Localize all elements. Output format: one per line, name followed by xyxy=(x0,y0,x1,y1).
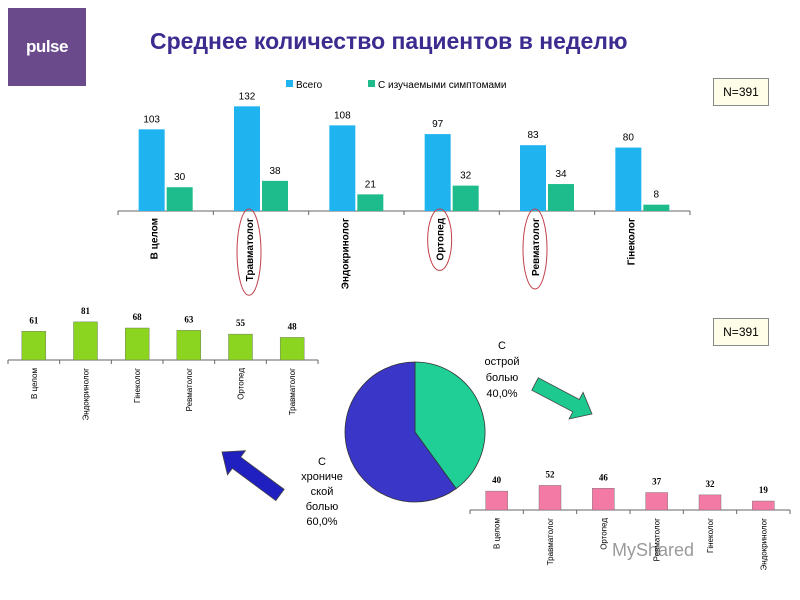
category-label-top-2: Эндокринолог xyxy=(340,218,351,289)
left-bar-2 xyxy=(124,327,150,361)
bar-label-top-0-3: 97 xyxy=(432,119,444,130)
bar-label-top-1-4: 34 xyxy=(555,169,567,180)
right-bar-label-4: 32 xyxy=(706,479,716,489)
page-title: Среднее количество пациентов в неделю xyxy=(150,28,628,54)
n-label-top: N=391 xyxy=(713,78,769,106)
pie-slice-0 xyxy=(414,361,486,490)
legend-swatch-1 xyxy=(368,80,375,87)
bar-label-top-1-2: 21 xyxy=(365,179,377,190)
highlight-oval-1 xyxy=(236,208,262,296)
pie-label-acute-3: 40,0% xyxy=(486,388,517,400)
right-bar-label-1: 52 xyxy=(546,469,556,479)
left-category-label-2: Гінеколог xyxy=(133,368,142,403)
left-bar-5 xyxy=(279,337,305,361)
bar-label-top-1-0: 30 xyxy=(174,172,186,183)
highlight-oval-4 xyxy=(522,208,548,290)
bar-label-top-1-5: 8 xyxy=(654,190,660,201)
pie-label-chronic-1: хрониче xyxy=(301,471,343,483)
n-label-mid: N=391 xyxy=(713,318,769,346)
left-category-label-0: В целом xyxy=(30,368,39,399)
pie-label-acute-1: острой xyxy=(484,356,519,368)
bar-top-1-0 xyxy=(166,187,193,211)
bar-top-1-1 xyxy=(262,180,288,211)
bar-top-0-4 xyxy=(520,145,546,211)
bar-top-1-5 xyxy=(643,204,670,211)
left-category-label-4: Ортопед xyxy=(237,368,246,400)
right-category-label-3: Ревматолог xyxy=(653,518,662,561)
pie-label-acute-0: С xyxy=(498,340,506,352)
left-bar-3 xyxy=(176,330,202,361)
arrow-left-icon xyxy=(221,450,285,502)
bar-label-top-1-1: 38 xyxy=(269,166,281,177)
pie-label-chronic-0: С xyxy=(318,456,326,468)
legend-label-0: Всего xyxy=(296,80,323,91)
bar-top-0-1 xyxy=(234,106,260,211)
right-bar-label-2: 46 xyxy=(599,472,609,482)
bar-top-0-0 xyxy=(138,129,165,211)
right-bar-4 xyxy=(698,494,722,511)
category-label-top-5: Гінеколог xyxy=(626,218,637,265)
pie-label-chronic-3: болью xyxy=(306,501,339,513)
left-bar-label-3: 63 xyxy=(184,314,194,324)
bar-top-1-2 xyxy=(357,194,384,211)
left-bar-label-4: 55 xyxy=(236,318,246,328)
bar-label-top-0-0: 103 xyxy=(143,114,160,125)
left-bar-label-2: 68 xyxy=(133,312,143,322)
right-category-label-5: Эндокринолог xyxy=(759,518,768,571)
pie-label-acute-2: болью xyxy=(486,372,519,384)
bar-label-top-0-1: 132 xyxy=(239,91,256,102)
logo-text: pulse xyxy=(26,37,68,56)
left-bar-label-0: 61 xyxy=(29,315,39,325)
bar-label-top-0-5: 80 xyxy=(623,133,635,144)
right-category-label-2: Ортопед xyxy=(599,518,608,550)
left-bar-0 xyxy=(21,331,47,361)
bar-top-0-5 xyxy=(615,147,642,211)
right-bar-2 xyxy=(592,488,615,511)
bar-label-top-0-4: 83 xyxy=(527,130,539,141)
arrow-right-icon xyxy=(531,377,593,420)
left-bar-label-5: 48 xyxy=(288,321,298,331)
pie-label-chronic-4: 60,0% xyxy=(306,516,337,528)
category-label-top-3: Ортопед xyxy=(436,217,447,260)
bar-label-top-0-2: 108 xyxy=(334,110,351,121)
bar-top-1-4 xyxy=(548,184,574,211)
left-bar-1 xyxy=(73,321,98,361)
left-bar-label-1: 81 xyxy=(81,306,91,316)
right-bar-label-0: 40 xyxy=(492,475,502,485)
pie-label-chronic-2: ской xyxy=(311,486,334,498)
bar-top-1-3 xyxy=(452,185,479,211)
left-bar-4 xyxy=(228,333,253,361)
legend-label-1: С изучаемыми симптомами xyxy=(378,80,507,91)
right-category-label-4: Гінеколог xyxy=(706,518,715,553)
left-category-label-5: Травматолог xyxy=(288,368,297,415)
bar-label-top-1-3: 32 xyxy=(460,171,472,182)
category-label-top-1: Травматолог xyxy=(245,218,256,281)
right-bar-5 xyxy=(752,500,775,511)
pie-slice-1 xyxy=(344,361,457,503)
right-bar-0 xyxy=(485,490,508,511)
right-bar-label-5: 19 xyxy=(759,485,769,495)
left-category-label-1: Эндокринолог xyxy=(82,368,91,421)
bar-top-0-2 xyxy=(329,125,356,211)
right-bar-1 xyxy=(538,485,562,511)
legend-swatch-0 xyxy=(286,80,293,87)
category-label-top-4: Ревматолог xyxy=(531,218,542,276)
left-category-label-3: Ревматолог xyxy=(185,368,194,411)
bar-top-0-3 xyxy=(424,134,451,211)
right-bar-label-3: 37 xyxy=(652,477,662,487)
right-category-label-0: В целом xyxy=(493,518,502,549)
right-category-label-1: Травматолог xyxy=(546,518,555,565)
highlight-oval-3 xyxy=(427,208,453,271)
pulse-logo: pulse xyxy=(8,8,86,86)
right-bar-3 xyxy=(645,492,668,511)
watermark: MyShared xyxy=(612,540,695,560)
category-label-top-0: В целом xyxy=(150,218,161,259)
